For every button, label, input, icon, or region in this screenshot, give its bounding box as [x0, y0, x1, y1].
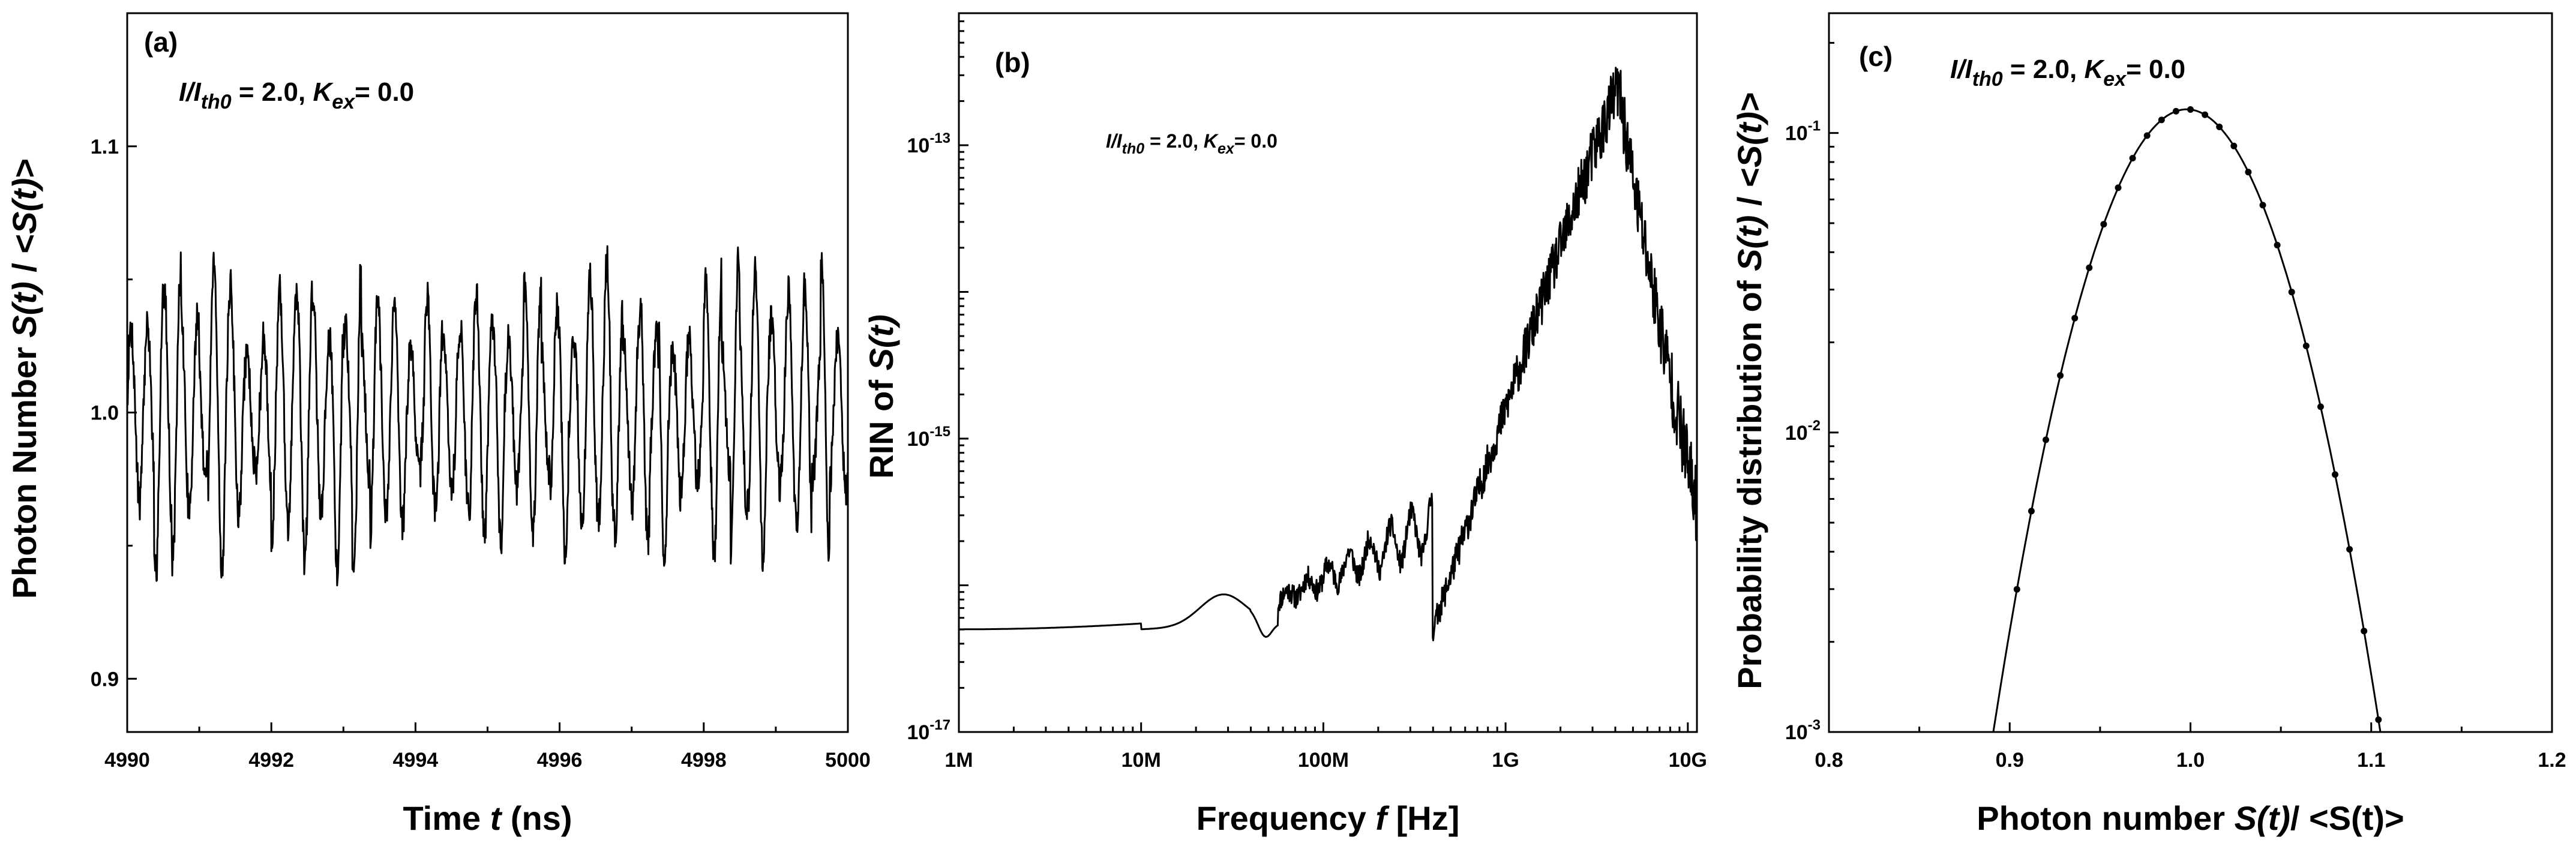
panel-a-y-axis-label: Photon Number S(t) / <S(t)> — [5, 158, 43, 599]
panel-a-frame — [126, 12, 849, 733]
panel-c-data-point — [2317, 403, 2324, 410]
panel-c-data-point — [2115, 184, 2122, 191]
panel-b-series-line — [958, 67, 1698, 641]
panel-b-xtick-label: 1M — [944, 749, 973, 772]
panel-c-data-point — [2013, 586, 2020, 593]
panel-b-panel-label: (b) — [995, 47, 1030, 78]
panel-c-y-axis-label: Probability distribution of S(t) / <S(t)… — [1731, 92, 1768, 689]
panel-c-data-point — [2143, 132, 2151, 139]
panel-c-data-point — [2274, 242, 2281, 248]
panel-a-xtick-label: 4996 — [537, 749, 583, 772]
panel-b-xtick-label: 100M — [1298, 749, 1349, 772]
panel-c-data-point — [2100, 221, 2107, 228]
panel-b-ytick-label: 10-13 — [907, 130, 950, 157]
panel-c-data-point — [2057, 372, 2064, 379]
panel-b-frame — [958, 12, 1698, 733]
panel-c-data-point — [2346, 546, 2353, 553]
panel-b-y-axis-label: RIN of S(t) — [862, 314, 900, 479]
panel-c-data-point — [2187, 106, 2194, 113]
panel-a-series-line — [126, 245, 849, 587]
panel-c-xtick-label: 1.2 — [2538, 749, 2566, 772]
panel-b-xtick-label: 10G — [1669, 749, 1707, 772]
panel-c-data-point — [2202, 111, 2209, 118]
panel-a-panel-label: (a) — [144, 26, 178, 58]
panel-c-xtick-label: 0.8 — [1815, 749, 1843, 772]
panel-b-rin-spectrum: 1M 10M 100M 1G 10G 10-17 10-15 10-13 (b) I/Ith0 =… — [862, 12, 1707, 837]
panel-a-xtick-label: 4992 — [248, 749, 294, 772]
panel-c-data-point — [2043, 436, 2049, 443]
panel-c-frame — [1828, 12, 2553, 733]
panel-c-data-point — [2259, 202, 2266, 209]
panel-a-xtick-label: 4990 — [104, 749, 150, 772]
panel-a-time-series: 4990 4992 4994 4996 4998 5000 0.9 1.0 1.1 (a)I/It… — [5, 12, 871, 837]
panel-c-ytick-label: 10-2 — [1785, 418, 1821, 445]
panel-b-x-axis-label: Frequency f [Hz] — [1196, 799, 1460, 837]
panel-b-xtick-label: 1G — [1492, 749, 1519, 772]
panel-c-data-point — [2129, 155, 2136, 162]
panel-a-ytick-label: 0.9 — [91, 668, 119, 691]
panel-a-annotation: I/Ith0 = 2.0, Kex= 0.0 — [179, 77, 414, 113]
panel-c-panel-label: (c) — [1859, 41, 1893, 72]
panel-c-data-point — [2288, 289, 2295, 296]
panel-a-xtick-label: 4994 — [393, 749, 439, 772]
panel-c-annotation: I/Ith0 = 2.0, Kex= 0.0 — [1950, 55, 2185, 91]
panel-b-xtick-label: 10M — [1121, 749, 1161, 772]
panel-c-data-point — [2230, 142, 2238, 149]
panel-c-xtick-label: 1.1 — [2357, 749, 2385, 772]
panel-c-data-point — [2302, 343, 2310, 349]
panel-b-ytick-label: 10-17 — [907, 717, 950, 744]
panel-c-data-point — [2086, 264, 2093, 271]
panel-a-xtick-label: 4998 — [681, 749, 727, 772]
panel-c-probability-distribution: 0.8 0.9 1.0 1.1 1.2 10-3 10-2 10-1 (c) I/Ith0 = 2… — [1731, 12, 2566, 837]
panel-c-data-point — [2361, 628, 2368, 635]
panel-c-ytick-label: 10-3 — [1785, 717, 1821, 744]
panel-a-ytick-label: 1.1 — [91, 136, 119, 158]
panel-c-data-point — [2375, 716, 2382, 723]
panel-c-data-point — [2158, 116, 2165, 124]
panel-c-x-axis-label: Photon number S(t)/ <S(t)> — [1977, 799, 2404, 837]
panel-c-data-point — [2332, 471, 2338, 478]
panel-c-data-point — [2172, 107, 2179, 115]
panel-c-series-line — [1992, 108, 2382, 733]
panel-b-ytick-label: 10-15 — [907, 424, 950, 451]
panel-c-data-point — [2245, 169, 2252, 176]
panel-c-data-point — [2028, 508, 2035, 515]
panel-b-annotation: I/Ith0 = 2.0, Kex= 0.0 — [1106, 130, 1277, 157]
panel-a-ytick-label: 1.0 — [91, 402, 119, 425]
panel-a-x-axis-label: Time t (ns) — [403, 799, 572, 837]
panel-c-xtick-label: 1.0 — [2176, 749, 2205, 772]
panel-a-xtick-label: 5000 — [825, 749, 871, 772]
panel-c-ytick-label: 10-1 — [1785, 118, 1821, 145]
panel-c-xtick-label: 0.9 — [1996, 749, 2024, 772]
panel-c-data-point — [2216, 124, 2223, 130]
panel-c-data-point — [2071, 314, 2079, 322]
